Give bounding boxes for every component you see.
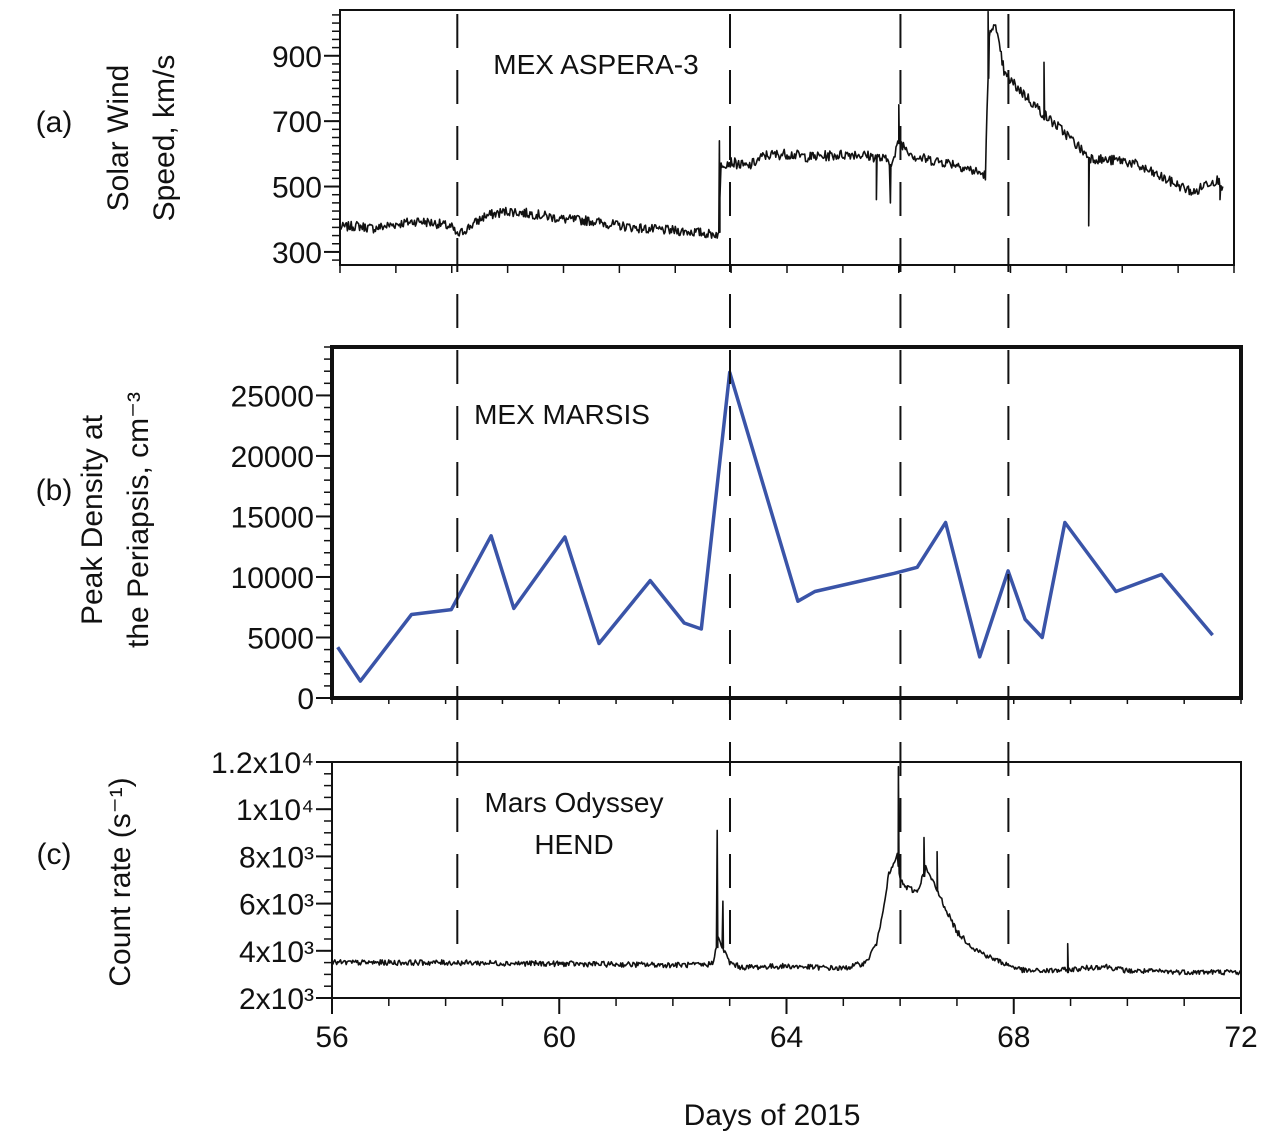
y-tick-label: 5000 bbox=[247, 622, 314, 655]
instrument-label: MEX ASPERA-3 bbox=[493, 49, 698, 80]
plot-frame bbox=[330, 345, 1243, 700]
panel-letter: (a) bbox=[36, 106, 73, 139]
y-tick-label: 900 bbox=[272, 41, 322, 74]
series-line bbox=[336, 370, 1214, 683]
y-axis-title: the Periapsis, cm⁻³ bbox=[122, 392, 155, 648]
plot-frame bbox=[339, 9, 1235, 266]
y-tick-label: 4x10³ bbox=[239, 936, 314, 969]
y-axis-title: Count rate (s⁻¹) bbox=[104, 777, 137, 986]
y-tick-label: 2x10³ bbox=[239, 983, 314, 1016]
x-tick-label: 60 bbox=[543, 1021, 576, 1054]
y-tick-label: 8x10³ bbox=[239, 841, 314, 874]
y-tick-label: 1x10⁴ bbox=[236, 794, 314, 827]
series-line bbox=[331, 765, 1242, 976]
y-tick-label: 10000 bbox=[231, 562, 314, 595]
y-tick-label: 700 bbox=[272, 106, 322, 139]
x-tick-label: 56 bbox=[315, 1021, 348, 1054]
y-tick-label: 25000 bbox=[231, 380, 314, 413]
y-tick-label: 1.2x10⁴ bbox=[211, 747, 314, 780]
panels: 300 500 700 900 (a) Solar Wind Speed, km/s MEX … bbox=[36, 9, 1243, 1016]
y-tick-label: 20000 bbox=[231, 441, 314, 474]
series-line bbox=[339, 10, 1224, 239]
y-axis-title: Solar Wind bbox=[102, 65, 135, 212]
y-tick-label: 6x10³ bbox=[239, 889, 314, 922]
panel-b: 0 5000 10000 15000 20000 25000 (b) Peak Density… bbox=[36, 345, 1243, 716]
y-axis-title: Peak Density at bbox=[76, 414, 109, 625]
event-lines bbox=[456, 14, 1010, 955]
y-tick-label: 15000 bbox=[231, 501, 314, 534]
y-tick-label: 0 bbox=[297, 683, 314, 716]
x-axis-title: Days of 2015 bbox=[684, 1099, 861, 1132]
y-tick-label: 500 bbox=[272, 172, 322, 205]
x-tick-label: 68 bbox=[997, 1021, 1030, 1054]
y-axis-title: Speed, km/s bbox=[148, 55, 181, 222]
panel-a: 300 500 700 900 (a) Solar Wind Speed, km/s MEX … bbox=[36, 9, 1235, 273]
panel-letter: (c) bbox=[37, 838, 72, 871]
instrument-label: MEX MARSIS bbox=[474, 399, 650, 430]
panel-letter: (b) bbox=[36, 474, 73, 507]
panel-c: 2x10³ 4x10³ 6x10³ 8x10³ 1x10⁴ 1.2x10⁴ (c) Count… bbox=[37, 747, 1242, 1016]
x-tick-label: 72 bbox=[1224, 1021, 1257, 1054]
x-tick-label: 64 bbox=[770, 1021, 803, 1054]
instrument-label: HEND bbox=[534, 829, 613, 860]
x-axis: 56 60 64 68 72 bbox=[315, 998, 1258, 1054]
y-tick-label: 300 bbox=[272, 237, 322, 270]
instrument-label: Mars Odyssey bbox=[485, 787, 664, 818]
